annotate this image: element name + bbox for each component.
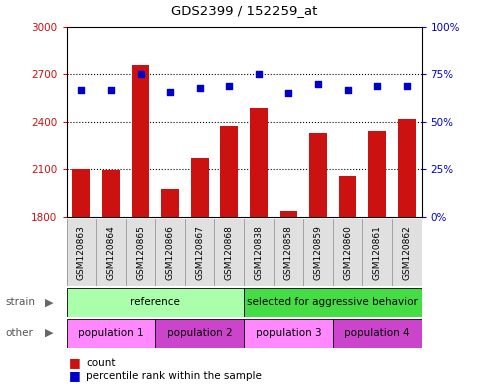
Text: GSM120863: GSM120863 <box>77 225 86 280</box>
Text: ▶: ▶ <box>45 297 54 308</box>
Text: GSM120865: GSM120865 <box>136 225 145 280</box>
Bar <box>132 65 149 217</box>
Bar <box>333 319 422 348</box>
Bar <box>96 219 126 286</box>
Point <box>166 88 174 94</box>
Bar <box>155 319 244 348</box>
Text: count: count <box>86 358 116 368</box>
Bar <box>303 219 333 286</box>
Text: GSM120858: GSM120858 <box>284 225 293 280</box>
Point <box>137 71 144 78</box>
Bar <box>244 319 333 348</box>
Text: GDS2399 / 152259_at: GDS2399 / 152259_at <box>171 4 317 17</box>
Bar <box>392 219 422 286</box>
Bar <box>280 212 297 217</box>
Bar <box>250 108 268 217</box>
Text: ■: ■ <box>69 369 81 382</box>
Point <box>225 83 233 89</box>
Bar <box>368 131 386 217</box>
Text: percentile rank within the sample: percentile rank within the sample <box>86 371 262 381</box>
Bar <box>244 288 422 317</box>
Bar <box>126 219 155 286</box>
Bar <box>185 219 214 286</box>
Text: other: other <box>5 328 33 338</box>
Point <box>314 81 322 87</box>
Bar <box>191 157 209 217</box>
Point <box>77 86 85 93</box>
Point <box>255 71 263 78</box>
Bar <box>72 169 90 217</box>
Text: GSM120866: GSM120866 <box>166 225 175 280</box>
Bar <box>161 189 179 217</box>
Bar <box>339 176 356 217</box>
Bar <box>274 219 303 286</box>
Text: GSM120868: GSM120868 <box>225 225 234 280</box>
Bar <box>155 219 185 286</box>
Text: population 4: population 4 <box>344 328 410 338</box>
Bar <box>102 170 120 217</box>
Bar <box>220 126 238 217</box>
Point <box>403 83 411 89</box>
Text: GSM120864: GSM120864 <box>106 225 115 280</box>
Bar <box>333 219 362 286</box>
Bar <box>214 219 244 286</box>
Point <box>196 84 204 91</box>
Text: GSM120861: GSM120861 <box>373 225 382 280</box>
Point <box>107 86 115 93</box>
Text: ▶: ▶ <box>45 328 54 338</box>
Text: GSM120859: GSM120859 <box>314 225 322 280</box>
Text: reference: reference <box>130 297 180 308</box>
Text: GSM120860: GSM120860 <box>343 225 352 280</box>
Text: population 2: population 2 <box>167 328 233 338</box>
Text: population 3: population 3 <box>255 328 321 338</box>
Bar <box>244 219 274 286</box>
Text: GSM120862: GSM120862 <box>402 225 411 280</box>
Bar <box>309 133 327 217</box>
Bar <box>398 119 416 217</box>
Bar <box>67 219 96 286</box>
Point <box>373 83 381 89</box>
Bar <box>67 288 244 317</box>
Text: selected for aggressive behavior: selected for aggressive behavior <box>247 297 418 308</box>
Text: GSM120838: GSM120838 <box>254 225 263 280</box>
Text: population 1: population 1 <box>78 328 144 338</box>
Text: GSM120867: GSM120867 <box>195 225 204 280</box>
Text: ■: ■ <box>69 356 81 369</box>
Point <box>284 90 292 96</box>
Bar <box>362 219 392 286</box>
Point <box>344 86 352 93</box>
Text: strain: strain <box>5 297 35 308</box>
Bar <box>67 319 155 348</box>
